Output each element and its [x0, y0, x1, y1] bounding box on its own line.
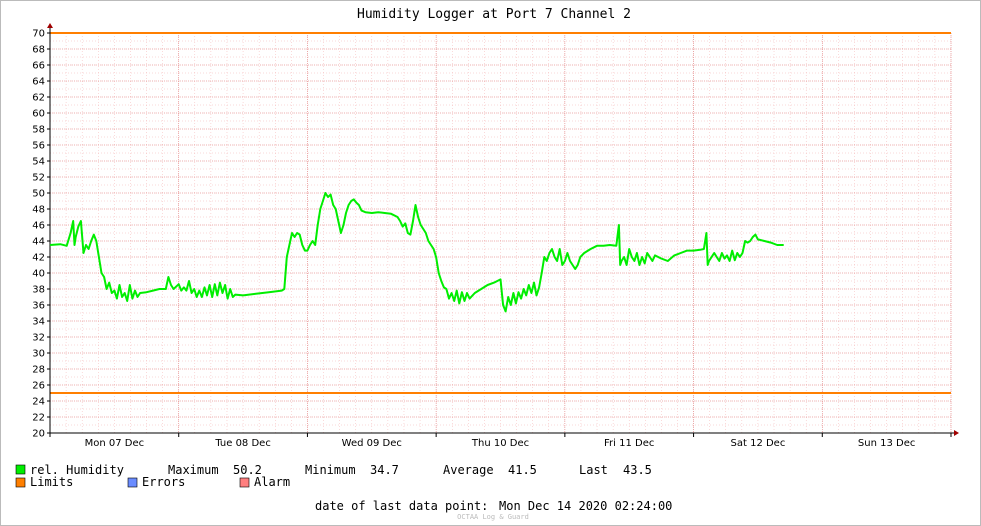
humidity-series-line	[49, 192, 784, 313]
errors-legend-label: Errors	[142, 475, 185, 489]
limits-legend-label: Limits	[30, 475, 73, 489]
y-tick-label: 32	[32, 333, 45, 344]
x-tick-label: Mon 07 Dec	[85, 438, 145, 449]
last-data-label: date of last data point:	[315, 499, 488, 513]
x-tick-label: Wed 09 Dec	[342, 438, 402, 449]
x-axis-arrow	[954, 430, 959, 436]
y-tick-label: 24	[32, 397, 45, 408]
chart-title: Humidity Logger at Port 7 Channel 2	[357, 7, 631, 22]
axis-layer: 20 22 24 26 28 30 32 34 36 38 40 42 44 46 48 50 52 54 56 58…	[32, 23, 959, 449]
x-tick-label: Sat 12 Dec	[731, 438, 786, 449]
humidity-legend-swatch	[15, 464, 26, 475]
minimum-label: Minimum	[305, 463, 356, 477]
y-tick-label: 68	[32, 45, 45, 56]
y-tick-label: 22	[32, 413, 45, 424]
y-tick-label: 58	[32, 125, 45, 136]
grid-layer	[49, 32, 952, 434]
y-tick-label: 20	[32, 429, 45, 440]
average-label: Average	[443, 463, 494, 477]
x-tick-label: Tue 08 Dec	[214, 438, 271, 449]
y-tick-label: 70	[32, 29, 45, 40]
alarm-legend-swatch	[239, 477, 250, 488]
y-tick-label: 34	[32, 317, 45, 328]
humidity-legend-label: rel. Humidity	[30, 463, 124, 477]
maximum-value: 50.2	[233, 463, 262, 477]
minimum-value: 34.7	[370, 463, 399, 477]
y-tick-label: 54	[32, 157, 45, 168]
alarm-legend-label: Alarm	[254, 475, 290, 489]
x-tick-label: Thu 10 Dec	[471, 438, 529, 449]
x-tick-label: Fri 11 Dec	[604, 438, 654, 449]
y-tick-label: 66	[32, 61, 45, 72]
series-layer	[49, 192, 784, 313]
y-tick-label: 40	[32, 269, 45, 280]
y-tick-label: 64	[32, 77, 45, 88]
maximum-label: Maximum	[168, 463, 219, 477]
last-label: Last	[579, 463, 608, 477]
watermark-text: OCTAA Log & Guard	[457, 513, 529, 521]
errors-legend-swatch	[127, 477, 138, 488]
limits-layer	[50, 32, 951, 394]
x-tick-label: Sun 13 Dec	[858, 438, 915, 449]
last-data-value: Mon Dec 14 2020 02:24:00	[499, 499, 672, 513]
y-tick-label: 30	[32, 349, 45, 360]
limits-legend-swatch	[15, 477, 26, 488]
y-tick-label: 44	[32, 237, 45, 248]
average-value: 41.5	[508, 463, 537, 477]
y-tick-label: 26	[32, 381, 45, 392]
y-tick-label: 60	[32, 109, 45, 120]
y-tick-label: 38	[32, 285, 45, 296]
y-tick-label: 52	[32, 173, 45, 184]
y-tick-label: 42	[32, 253, 45, 264]
y-axis-arrow	[47, 23, 53, 28]
y-tick-label: 56	[32, 141, 45, 152]
y-tick-label: 50	[32, 189, 45, 200]
y-tick-label: 48	[32, 205, 45, 216]
y-tick-label: 62	[32, 93, 45, 104]
y-tick-label: 36	[32, 301, 45, 312]
last-value: 43.5	[623, 463, 652, 477]
y-tick-label: 46	[32, 221, 45, 232]
y-tick-label: 28	[32, 365, 45, 376]
